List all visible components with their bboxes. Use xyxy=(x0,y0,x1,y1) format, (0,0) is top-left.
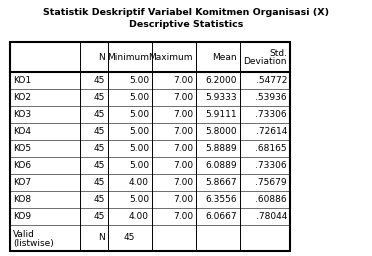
Text: Maximum: Maximum xyxy=(148,52,193,61)
Text: 7.00: 7.00 xyxy=(173,161,193,170)
Text: KO7: KO7 xyxy=(13,178,31,187)
Text: N: N xyxy=(98,52,105,61)
Text: KO6: KO6 xyxy=(13,161,31,170)
Text: 6.0667: 6.0667 xyxy=(205,212,237,221)
Text: 45: 45 xyxy=(94,195,105,204)
Text: 45: 45 xyxy=(94,110,105,119)
Text: KO4: KO4 xyxy=(13,127,31,136)
Text: 5.00: 5.00 xyxy=(129,161,149,170)
Text: 7.00: 7.00 xyxy=(173,144,193,153)
Text: 45: 45 xyxy=(94,76,105,85)
Text: .60886: .60886 xyxy=(255,195,287,204)
Text: 5.00: 5.00 xyxy=(129,144,149,153)
Text: 4.00: 4.00 xyxy=(129,178,149,187)
Text: Statistik Deskriptif Variabel Komitmen Organisasi (X): Statistik Deskriptif Variabel Komitmen O… xyxy=(43,8,329,17)
Text: 5.00: 5.00 xyxy=(129,76,149,85)
Text: Std.: Std. xyxy=(269,49,287,59)
Text: .68165: .68165 xyxy=(255,144,287,153)
Text: 5.8667: 5.8667 xyxy=(205,178,237,187)
Text: 6.2000: 6.2000 xyxy=(205,76,237,85)
Text: .75679: .75679 xyxy=(255,178,287,187)
Text: .54772: .54772 xyxy=(256,76,287,85)
Text: 45: 45 xyxy=(94,127,105,136)
Text: 45: 45 xyxy=(94,93,105,102)
Text: 45: 45 xyxy=(94,212,105,221)
Text: 7.00: 7.00 xyxy=(173,212,193,221)
Text: KO8: KO8 xyxy=(13,195,31,204)
Text: 5.8889: 5.8889 xyxy=(205,144,237,153)
Text: Valid: Valid xyxy=(13,230,35,239)
Text: 7.00: 7.00 xyxy=(173,93,193,102)
Text: KO3: KO3 xyxy=(13,110,31,119)
Text: 5.00: 5.00 xyxy=(129,127,149,136)
Text: 5.9111: 5.9111 xyxy=(205,110,237,119)
Text: .73306: .73306 xyxy=(255,110,287,119)
Text: 45: 45 xyxy=(94,178,105,187)
Text: 6.3556: 6.3556 xyxy=(205,195,237,204)
Text: 6.0889: 6.0889 xyxy=(205,161,237,170)
Text: KO2: KO2 xyxy=(13,93,31,102)
Text: 7.00: 7.00 xyxy=(173,195,193,204)
Text: 5.8000: 5.8000 xyxy=(205,127,237,136)
Text: 5.00: 5.00 xyxy=(129,110,149,119)
Text: 7.00: 7.00 xyxy=(173,76,193,85)
Text: 4.00: 4.00 xyxy=(129,212,149,221)
Text: 5.9333: 5.9333 xyxy=(205,93,237,102)
Text: Mean: Mean xyxy=(212,52,237,61)
Text: 5.00: 5.00 xyxy=(129,195,149,204)
Text: .73306: .73306 xyxy=(255,161,287,170)
Bar xyxy=(10,42,290,251)
Text: 7.00: 7.00 xyxy=(173,110,193,119)
Text: .72614: .72614 xyxy=(256,127,287,136)
Text: Minimum: Minimum xyxy=(107,52,149,61)
Text: KO9: KO9 xyxy=(13,212,31,221)
Text: .78044: .78044 xyxy=(256,212,287,221)
Text: 45: 45 xyxy=(124,233,135,242)
Text: 45: 45 xyxy=(94,144,105,153)
Text: 7.00: 7.00 xyxy=(173,178,193,187)
Text: N: N xyxy=(98,233,105,242)
Text: .53936: .53936 xyxy=(255,93,287,102)
Text: (listwise): (listwise) xyxy=(13,239,54,248)
Text: Descriptive Statistics: Descriptive Statistics xyxy=(129,20,243,29)
Text: KO1: KO1 xyxy=(13,76,31,85)
Text: 7.00: 7.00 xyxy=(173,127,193,136)
Text: 45: 45 xyxy=(94,161,105,170)
Text: KO5: KO5 xyxy=(13,144,31,153)
Text: Deviation: Deviation xyxy=(244,58,287,67)
Text: 5.00: 5.00 xyxy=(129,93,149,102)
